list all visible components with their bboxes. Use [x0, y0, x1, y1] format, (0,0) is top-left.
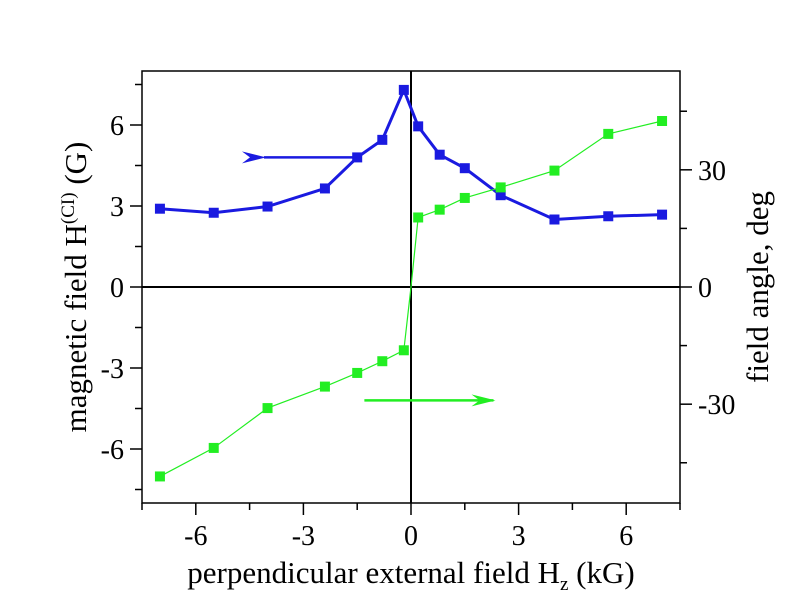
y-left-axis-title-main: magnetic field H	[58, 224, 93, 432]
data-point-right	[262, 403, 273, 414]
data-point-right	[603, 128, 614, 139]
data-point-left	[262, 201, 273, 212]
x-tick-label: 6	[619, 521, 633, 552]
axis-indicator-arrows	[241, 151, 496, 407]
data-point-left	[413, 121, 424, 132]
tick-marks	[130, 83, 692, 515]
x-axis-title-subscript: z	[560, 574, 568, 595]
series-right	[154, 115, 668, 482]
data-point-left	[495, 190, 506, 201]
y-left-tick-label: 3	[110, 192, 124, 223]
data-point-left	[657, 209, 668, 220]
data-point-left	[208, 207, 219, 218]
y-left-tick-label: 6	[110, 111, 124, 142]
y-left-tick-label: -6	[101, 435, 124, 466]
data-point-left	[603, 211, 614, 222]
data-point-right	[154, 471, 165, 482]
x-axis-title: perpendicular external field Hz (kG)	[187, 555, 634, 595]
y-left-axis-title-superscript: (CI)	[58, 192, 79, 224]
data-point-left	[377, 134, 388, 145]
data-point-right	[434, 204, 445, 215]
data-point-right	[549, 165, 560, 176]
data-point-right	[413, 212, 424, 223]
x-tick-label: 0	[404, 521, 418, 552]
y-left-axis-title: magnetic field H(CI) (G)	[58, 142, 93, 433]
y-left-tick-label: -3	[101, 354, 124, 385]
data-point-left	[154, 203, 165, 214]
data-point-left	[549, 214, 560, 225]
data-point-left	[398, 84, 409, 95]
data-point-left	[459, 163, 470, 174]
data-point-right	[352, 367, 363, 378]
y-left-axis-title-unit: (G)	[58, 142, 93, 193]
y-left-tick-label: 0	[110, 273, 124, 304]
series-line-right	[159, 120, 663, 477]
x-axis-title-unit: (kG)	[568, 555, 634, 590]
series-layer	[154, 84, 668, 482]
x-tick-label: -3	[292, 521, 315, 552]
data-point-right	[398, 345, 409, 356]
y-right-tick-label: 0	[698, 273, 712, 304]
data-point-right	[377, 356, 388, 367]
y-right-axis-title: field angle, deg	[740, 191, 775, 383]
data-point-left	[434, 149, 445, 160]
data-point-right	[495, 182, 506, 193]
y-right-tick-label: -30	[698, 390, 735, 421]
y-right-tick-label: 30	[698, 156, 726, 187]
x-tick-label: 3	[512, 521, 526, 552]
data-point-right	[319, 381, 330, 392]
x-tick-label: -6	[184, 521, 207, 552]
data-point-left	[319, 183, 330, 194]
series-line-left	[159, 85, 663, 222]
data-point-right	[208, 442, 219, 453]
data-point-right	[459, 192, 470, 203]
x-axis-title-main: perpendicular external field H	[187, 555, 560, 590]
data-point-right	[657, 115, 668, 126]
